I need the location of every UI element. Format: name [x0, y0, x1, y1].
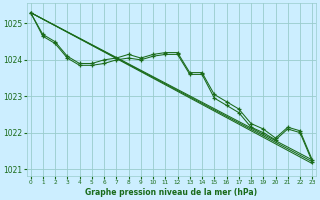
X-axis label: Graphe pression niveau de la mer (hPa): Graphe pression niveau de la mer (hPa)	[85, 188, 258, 197]
